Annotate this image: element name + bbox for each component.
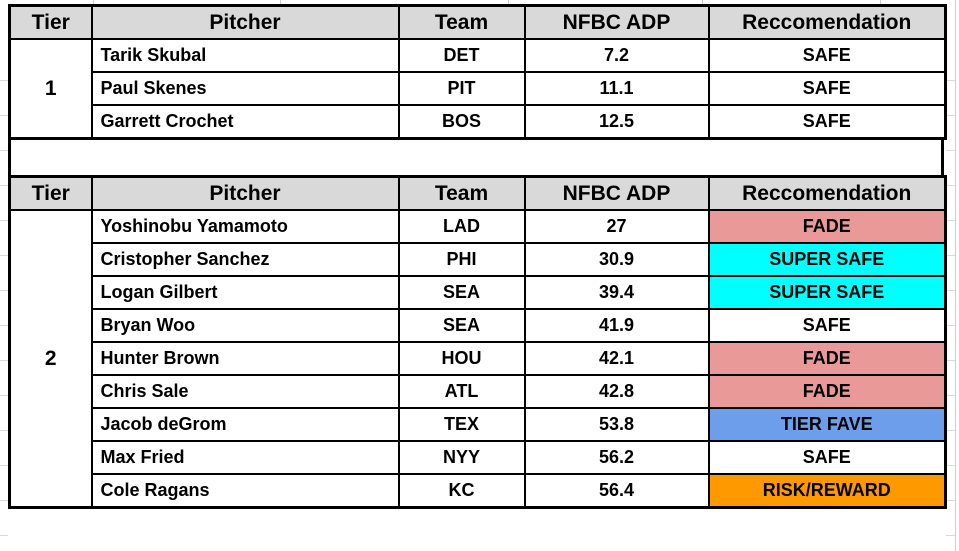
adp-cell[interactable]: 30.9 bbox=[523, 242, 710, 277]
tier-number-cell[interactable]: 2 bbox=[8, 209, 93, 509]
adp-cell[interactable]: 56.2 bbox=[523, 440, 710, 475]
column-header-tier[interactable]: Tier bbox=[8, 4, 93, 40]
pitcher-cell[interactable]: Max Fried bbox=[90, 440, 400, 475]
adp-cell[interactable]: 11.1 bbox=[523, 71, 710, 106]
team-cell[interactable]: HOU bbox=[397, 341, 526, 376]
gridline-tick bbox=[880, 0, 881, 4]
gridline-tick bbox=[508, 0, 509, 4]
adp-cell[interactable]: 42.1 bbox=[523, 341, 710, 376]
gridline-tick bbox=[93, 0, 94, 4]
team-cell[interactable]: NYY bbox=[397, 440, 526, 475]
table-row: Cristopher Sanchez PHI 30.9 SUPER SAFE bbox=[10, 242, 947, 277]
adp-cell[interactable]: 56.4 bbox=[523, 473, 710, 509]
team-cell[interactable]: SEA bbox=[397, 308, 526, 343]
gridline-right-margin bbox=[946, 46, 955, 546]
recommendation-cell[interactable]: SUPER SAFE bbox=[707, 275, 947, 310]
adp-cell[interactable]: 41.9 bbox=[523, 308, 710, 343]
pitcher-cell[interactable]: Tarik Skubal bbox=[90, 38, 400, 73]
column-header-team[interactable]: Team bbox=[397, 175, 526, 211]
table-row: Cole Ragans KC 56.4 RISK/REWARD bbox=[10, 473, 947, 509]
recommendation-cell[interactable]: SAFE bbox=[707, 71, 947, 106]
column-header-team[interactable]: Team bbox=[397, 4, 526, 40]
header-row: Tier Pitcher Team NFBC ADP Reccomendatio… bbox=[8, 175, 947, 211]
gridline-left-margin bbox=[0, 46, 8, 546]
table-row: 1 Tarik Skubal DET 7.2 SAFE bbox=[8, 38, 947, 140]
gridline-tick bbox=[280, 0, 281, 4]
pitcher-cell[interactable]: Logan Gilbert bbox=[90, 275, 400, 310]
table-row: Bryan Woo SEA 41.9 SAFE bbox=[10, 308, 947, 343]
column-header-pitcher[interactable]: Pitcher bbox=[90, 175, 400, 211]
team-cell[interactable]: PIT bbox=[397, 71, 526, 106]
team-cell[interactable]: BOS bbox=[397, 104, 526, 140]
recommendation-cell[interactable]: RISK/REWARD bbox=[707, 473, 947, 509]
table-row: Hunter Brown HOU 42.1 FADE bbox=[10, 341, 947, 376]
recommendation-cell[interactable]: SAFE bbox=[707, 440, 947, 475]
tier2-table: Tier Pitcher Team NFBC ADP Reccomendatio… bbox=[8, 175, 947, 509]
team-cell[interactable]: TEX bbox=[397, 407, 526, 442]
column-header-recommendation[interactable]: Reccomendation bbox=[707, 175, 947, 211]
recommendation-cell[interactable]: TIER FAVE bbox=[707, 407, 947, 442]
pitcher-cell[interactable]: Chris Sale bbox=[90, 374, 400, 409]
recommendation-cell[interactable]: FADE bbox=[707, 374, 947, 409]
tier1-table: Tier Pitcher Team NFBC ADP Reccomendatio… bbox=[8, 4, 947, 140]
pitcher-cell[interactable]: Jacob deGrom bbox=[90, 407, 400, 442]
team-cell[interactable]: PHI bbox=[397, 242, 526, 277]
table-row: Paul Skenes PIT 11.1 SAFE bbox=[10, 71, 947, 106]
team-cell[interactable]: SEA bbox=[397, 275, 526, 310]
pitcher-cell[interactable]: Hunter Brown bbox=[90, 341, 400, 376]
column-header-adp[interactable]: NFBC ADP bbox=[523, 4, 710, 40]
gridline-tick bbox=[702, 0, 703, 4]
pitcher-cell[interactable]: Cristopher Sanchez bbox=[90, 242, 400, 277]
header-row: Tier Pitcher Team NFBC ADP Reccomendatio… bbox=[8, 4, 947, 40]
pitcher-cell[interactable]: Paul Skenes bbox=[90, 71, 400, 106]
sheet-area: Tier Pitcher Team NFBC ADP Reccomendatio… bbox=[8, 4, 947, 509]
table-row: Jacob deGrom TEX 53.8 TIER FAVE bbox=[10, 407, 947, 442]
table-row: Chris Sale ATL 42.8 FADE bbox=[10, 374, 947, 409]
adp-cell[interactable]: 42.8 bbox=[523, 374, 710, 409]
tier-number-cell[interactable]: 1 bbox=[8, 38, 93, 140]
pitcher-cell[interactable]: Bryan Woo bbox=[90, 308, 400, 343]
column-header-pitcher[interactable]: Pitcher bbox=[90, 4, 400, 40]
adp-cell[interactable]: 39.4 bbox=[523, 275, 710, 310]
recommendation-cell[interactable]: FADE bbox=[707, 341, 947, 376]
recommendation-cell[interactable]: SAFE bbox=[707, 104, 947, 140]
table-row: Max Fried NYY 56.2 SAFE bbox=[10, 440, 947, 475]
recommendation-cell[interactable]: SUPER SAFE bbox=[707, 242, 947, 277]
adp-cell[interactable]: 7.2 bbox=[523, 38, 710, 73]
team-cell[interactable]: DET bbox=[397, 38, 526, 73]
column-header-recommendation[interactable]: Reccomendation bbox=[707, 4, 947, 40]
recommendation-cell[interactable]: FADE bbox=[707, 209, 947, 244]
adp-cell[interactable]: 27 bbox=[523, 209, 710, 244]
adp-cell[interactable]: 12.5 bbox=[523, 104, 710, 140]
recommendation-cell[interactable]: SAFE bbox=[707, 308, 947, 343]
pitcher-cell[interactable]: Cole Ragans bbox=[90, 473, 400, 509]
pitcher-cell[interactable]: Yoshinobu Yamamoto bbox=[90, 209, 400, 244]
table-row: 2 Yoshinobu Yamamoto LAD 27 FADE bbox=[8, 209, 947, 509]
pitcher-cell[interactable]: Garrett Crochet bbox=[90, 104, 400, 140]
column-header-adp[interactable]: NFBC ADP bbox=[523, 175, 710, 211]
team-cell[interactable]: ATL bbox=[397, 374, 526, 409]
table-row: Garrett Crochet BOS 12.5 SAFE bbox=[10, 104, 947, 140]
adp-cell[interactable]: 53.8 bbox=[523, 407, 710, 442]
spacer-row bbox=[8, 140, 944, 175]
recommendation-cell[interactable]: SAFE bbox=[707, 38, 947, 73]
team-cell[interactable]: KC bbox=[397, 473, 526, 509]
table-row: Logan Gilbert SEA 39.4 SUPER SAFE bbox=[10, 275, 947, 310]
gridline-vertical bbox=[955, 0, 956, 551]
column-header-tier[interactable]: Tier bbox=[8, 175, 93, 211]
team-cell[interactable]: LAD bbox=[397, 209, 526, 244]
